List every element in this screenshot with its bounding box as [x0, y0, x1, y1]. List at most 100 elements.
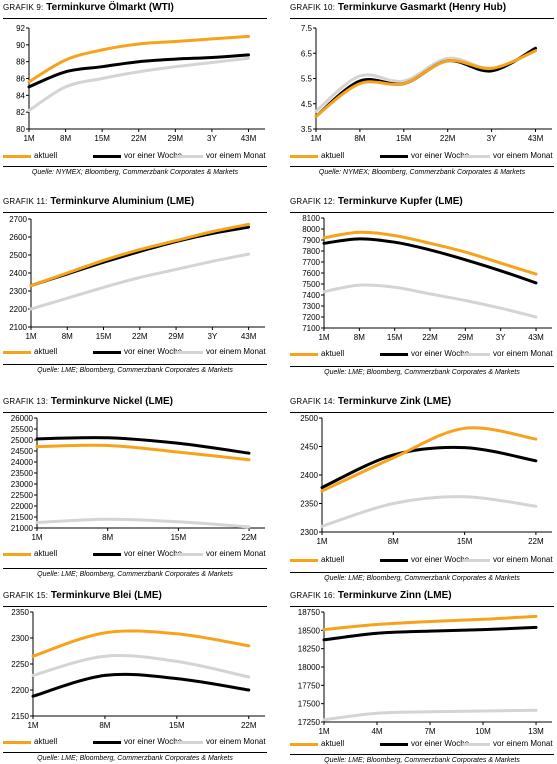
- data-point: [247, 57, 250, 60]
- chart-plot: 21000 21500 22000 22500 23000 23500 24000 24500…: [11, 414, 265, 542]
- data-point: [323, 237, 325, 239]
- data-point: [534, 49, 537, 52]
- legend-swatch: [380, 155, 408, 158]
- data-point: [106, 444, 109, 447]
- data-point: [66, 272, 69, 274]
- y-tick-label: 7.5: [301, 24, 313, 33]
- y-tick-label: 17500: [298, 700, 321, 709]
- legend-swatch: [93, 553, 121, 556]
- chart-panel-tin: GRAFIK 16: Terminkurve Zinn (LME) 17250 17…: [290, 590, 554, 764]
- data-point: [359, 80, 361, 82]
- data-point: [535, 316, 537, 318]
- data-point: [499, 270, 502, 272]
- x-tick-label: 43M: [241, 332, 257, 341]
- series-line-aktuell: [314, 49, 537, 118]
- data-point: [104, 674, 106, 677]
- x-tick-label: 7M: [424, 727, 435, 736]
- data-point: [104, 632, 106, 634]
- data-point: [247, 226, 250, 228]
- series-line-vor-einem-monat: [35, 517, 251, 529]
- data-point: [30, 284, 32, 287]
- legend-label: vor einem Monat: [493, 151, 553, 160]
- legend-label: vor einer Woche: [124, 549, 183, 558]
- y-tick-label: 80: [16, 125, 25, 134]
- y-tick-label: 21000: [11, 524, 34, 533]
- chart-title-text: Terminkurve Blei (LME): [50, 590, 162, 601]
- y-tick-label: 22000: [11, 502, 34, 511]
- y-tick-label: 7400: [302, 291, 320, 300]
- x-tick-label: 1M: [25, 332, 36, 341]
- data-point: [392, 502, 395, 505]
- y-tick-label: 2150: [11, 712, 29, 721]
- chart-number: GRAFIK 14:: [290, 397, 336, 406]
- data-point: [177, 451, 180, 453]
- chart-title-text: Terminkurve Gasmarkt (Henry Hub): [337, 2, 507, 13]
- legend-swatch: [175, 155, 203, 158]
- data-point: [464, 251, 467, 253]
- data-point: [321, 490, 323, 492]
- y-tick-label: 2450: [300, 443, 318, 452]
- x-tick-label: 8M: [354, 333, 365, 342]
- x-tick-label: 3Y: [487, 134, 497, 143]
- x-tick-label: 29M: [458, 333, 474, 342]
- data-point: [28, 86, 30, 88]
- data-point: [358, 284, 361, 286]
- y-tick-label: 7800: [302, 247, 320, 256]
- chart-plot: 80 82 84 86 88 90 92 1M 8M 15M 22M 29M 3Y 43M: [16, 24, 265, 143]
- y-tick-label: 2350: [300, 500, 318, 509]
- data-point: [247, 35, 250, 38]
- data-point: [429, 293, 431, 295]
- x-tick-label: 29M: [168, 332, 184, 341]
- legend-swatch: [3, 155, 31, 158]
- chart-panel-oil: GRAFIK 9: Terminkurve Ölmarkt (WTI) 80 82 8…: [3, 2, 267, 179]
- data-point: [106, 437, 109, 439]
- data-point: [393, 241, 396, 243]
- legend-label: vor einer Woche: [411, 555, 470, 564]
- series-line-vor-einem-monat: [29, 252, 251, 311]
- data-point: [393, 234, 396, 237]
- legend-swatch: [175, 553, 203, 556]
- y-tick-label: 2300: [11, 634, 29, 643]
- bottom-rule: [290, 166, 554, 167]
- series-line-vor-einem-monat: [27, 56, 250, 112]
- data-point: [174, 65, 177, 68]
- chart-number: GRAFIK 15:: [3, 591, 49, 600]
- data-point: [315, 110, 317, 113]
- data-point: [139, 248, 141, 251]
- y-tick-label: 25500: [11, 425, 34, 434]
- bottom-rule: [290, 366, 554, 367]
- x-tick-label: 22M: [440, 134, 456, 143]
- data-point: [446, 60, 449, 62]
- data-point: [248, 452, 250, 454]
- chart-title-text: Terminkurve Zink (LME): [337, 396, 452, 407]
- y-tick-label: 2700: [9, 215, 27, 224]
- data-point: [32, 695, 34, 698]
- data-point: [429, 630, 431, 632]
- data-point: [535, 273, 537, 275]
- bottom-rule: [290, 572, 554, 573]
- data-point: [211, 56, 213, 59]
- data-point: [101, 77, 103, 80]
- legend-label: vor einer Woche: [411, 349, 470, 358]
- x-tick-label: 29M: [168, 134, 184, 143]
- data-point: [358, 238, 361, 240]
- y-tick-label: 84: [16, 91, 25, 100]
- data-point: [323, 719, 325, 721]
- y-tick-label: 2500: [9, 251, 27, 260]
- y-tick-label: 21500: [11, 513, 34, 522]
- data-point: [177, 521, 180, 523]
- y-tick-label: 2200: [11, 686, 29, 695]
- data-point: [176, 677, 178, 680]
- x-tick-label: 15M: [171, 533, 187, 542]
- x-tick-label: 43M: [528, 333, 544, 342]
- data-point: [211, 260, 214, 263]
- x-tick-label: 1M: [27, 721, 38, 730]
- data-point: [323, 290, 325, 293]
- title-rule: [3, 18, 267, 19]
- y-tick-label: 7900: [302, 236, 320, 245]
- data-point: [64, 59, 67, 61]
- data-point: [534, 47, 537, 49]
- y-tick-label: 7500: [302, 280, 320, 289]
- chart-title: GRAFIK 12: Terminkurve Kupfer (LME): [290, 196, 463, 207]
- chart-title: GRAFIK 9: Terminkurve Ölmarkt (WTI): [3, 2, 174, 13]
